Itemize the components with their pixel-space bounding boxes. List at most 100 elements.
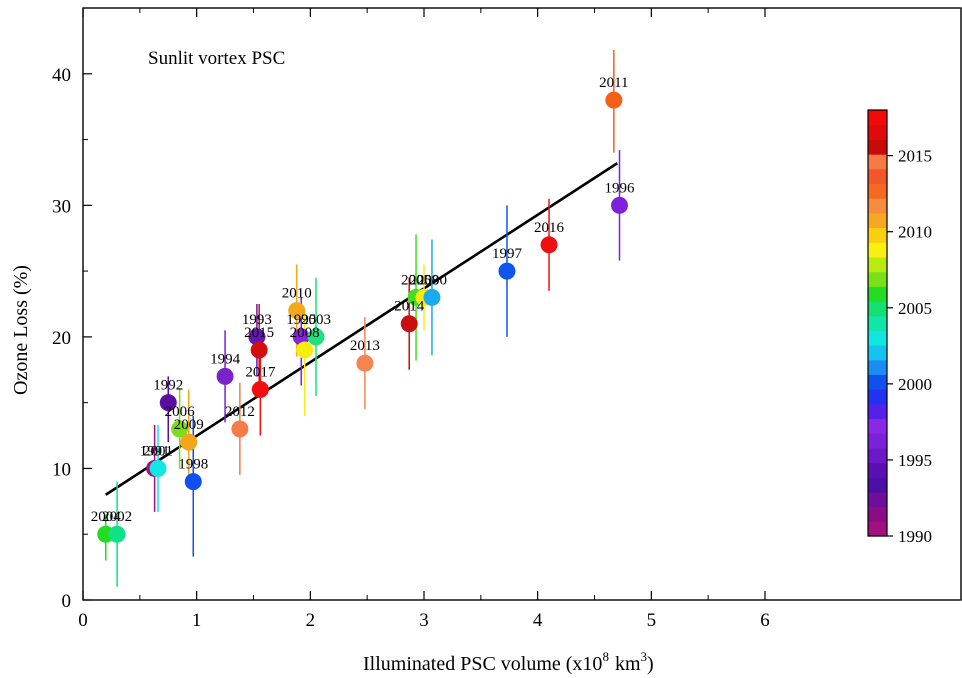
data-point: [307, 328, 325, 346]
data-point: [611, 196, 629, 214]
point-label: 2004: [91, 509, 122, 525]
x-tick-label: 6: [760, 610, 770, 631]
colorbar-swatch: [868, 110, 887, 126]
point-label: 2008: [290, 325, 320, 341]
x-tick-label: 0: [78, 610, 88, 631]
y-tick-label: 10: [52, 459, 71, 480]
x-tick-label: 3: [419, 610, 429, 631]
point-label: 2000: [417, 272, 447, 288]
colorbar-swatch: [868, 477, 887, 493]
point-label: 2003: [301, 312, 331, 328]
point-label: 2010: [282, 286, 312, 302]
y-tick-label: 40: [52, 65, 71, 86]
data-point: [400, 315, 418, 333]
colorbar-swatch: [868, 330, 887, 346]
point-label: 1995: [286, 312, 316, 328]
axes-frame: [82, 7, 962, 601]
data-point: [216, 367, 234, 385]
data-point: [292, 328, 310, 346]
y-tick-label: 30: [52, 196, 71, 217]
colorbar-swatch: [868, 315, 887, 331]
point-label: 2006: [165, 404, 196, 420]
colorbar-swatch: [868, 139, 887, 155]
x-axis-title: Illuminated PSC volume (x108 km3): [363, 649, 654, 675]
colorbar-swatch: [868, 374, 887, 390]
x-tick-label: 2: [306, 610, 316, 631]
colorbar-tick-label: 2000: [898, 375, 932, 394]
data-point: [108, 525, 126, 543]
panel-annotation: Sunlit vortex PSC: [148, 48, 285, 69]
colorbar-swatch: [868, 168, 887, 185]
colorbar-swatch: [868, 491, 887, 508]
colorbar-swatch: [868, 227, 887, 243]
colorbar-swatch: [868, 242, 887, 258]
point-label: 2001: [143, 443, 173, 459]
data-points: [97, 91, 629, 543]
point-label: 2008: [409, 272, 439, 288]
point-label: 2016: [534, 220, 565, 236]
point-label: 1998: [178, 457, 208, 473]
data-point: [356, 354, 374, 372]
colorbar-swatch: [868, 300, 887, 317]
colorbar-tick-label: 1990: [898, 527, 932, 546]
colorbar-swatch: [868, 345, 887, 361]
plot-frame: [82, 7, 962, 601]
point-label: 2005: [401, 272, 431, 288]
colorbar-swatch: [868, 359, 887, 376]
data-point: [231, 420, 249, 438]
colorbar-swatch: [868, 256, 887, 273]
colorbar-swatch: [868, 418, 887, 434]
point-label: 2017: [245, 365, 276, 381]
point-label: 1994: [210, 351, 241, 367]
colorbar-swatch: [868, 198, 887, 214]
point-label: 2012: [225, 404, 255, 420]
colorbar-tick-label: 1995: [898, 451, 932, 470]
x-tick-label: 1: [192, 610, 202, 631]
colorbar-swatch: [868, 462, 887, 478]
colorbar-swatch: [868, 506, 887, 522]
data-point: [296, 341, 314, 359]
colorbar-swatch: [868, 521, 887, 537]
data-point: [288, 302, 306, 320]
y-tick-label: 0: [62, 591, 72, 612]
colorbar-swatch: [868, 124, 887, 140]
point-label: 2002: [102, 509, 132, 525]
point-label: 1996: [605, 180, 636, 196]
data-point: [250, 341, 268, 359]
data-point: [248, 328, 266, 346]
colorbar-swatch: [868, 212, 887, 229]
data-point: [498, 262, 516, 280]
colorbar-tick-label: 2010: [898, 223, 932, 242]
colorbar-swatch: [868, 403, 887, 420]
y-axis-title: Ozone Loss (%): [10, 265, 32, 395]
colorbar-swatch: [868, 389, 887, 405]
x-tick-label: 4: [533, 610, 543, 631]
data-point: [180, 433, 198, 451]
x-tick-label: 5: [647, 610, 657, 631]
colorbar-swatch: [868, 183, 887, 199]
colorbar: 1990 1995 2000 2005 2010 2015: [867, 109, 932, 546]
colorbar-tick-label: 2015: [898, 147, 932, 166]
colorbar-swatch: [868, 271, 887, 287]
colorbar-swatch: [868, 433, 887, 449]
point-label: 2009: [174, 417, 204, 433]
data-point: [149, 459, 167, 477]
data-point: [540, 236, 558, 254]
point-label: 1992: [153, 378, 183, 394]
data-point: [251, 381, 269, 399]
point-label: 2014: [394, 299, 425, 315]
colorbar-frame: [867, 109, 888, 537]
data-point: [423, 288, 441, 306]
data-point: [159, 394, 177, 412]
error-bars: [104, 50, 621, 587]
colorbar-tick-label: 2005: [898, 299, 932, 318]
point-label: 1993: [242, 312, 272, 328]
y-tick-label: 20: [52, 328, 71, 349]
data-point: [184, 473, 202, 491]
axis-ticks: 0 1 2 3 4 5 6 0 10 20 30 40: [52, 8, 770, 631]
colorbar-swatch: [868, 286, 887, 302]
data-point: [171, 420, 189, 438]
point-label: 2015: [244, 325, 274, 341]
